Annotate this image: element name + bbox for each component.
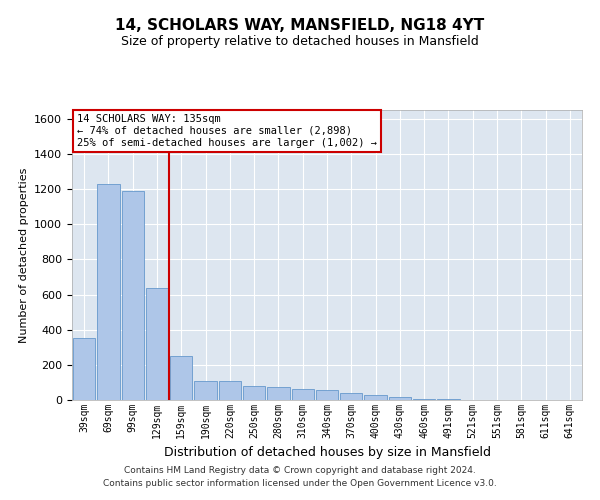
- X-axis label: Distribution of detached houses by size in Mansfield: Distribution of detached houses by size …: [163, 446, 491, 460]
- Text: Contains HM Land Registry data © Crown copyright and database right 2024.
Contai: Contains HM Land Registry data © Crown c…: [103, 466, 497, 487]
- Bar: [97, 184, 119, 400]
- Bar: [243, 386, 265, 400]
- Bar: [316, 390, 338, 400]
- Text: 14, SCHOLARS WAY, MANSFIELD, NG18 4YT: 14, SCHOLARS WAY, MANSFIELD, NG18 4YT: [115, 18, 485, 32]
- Bar: [218, 380, 241, 400]
- Bar: [364, 394, 387, 400]
- Bar: [267, 387, 290, 400]
- Bar: [170, 356, 193, 400]
- Bar: [146, 288, 168, 400]
- Text: Size of property relative to detached houses in Mansfield: Size of property relative to detached ho…: [121, 35, 479, 48]
- Bar: [340, 393, 362, 400]
- Bar: [389, 398, 411, 400]
- Bar: [73, 338, 95, 400]
- Bar: [194, 380, 217, 400]
- Text: 14 SCHOLARS WAY: 135sqm
← 74% of detached houses are smaller (2,898)
25% of semi: 14 SCHOLARS WAY: 135sqm ← 74% of detache…: [77, 114, 377, 148]
- Bar: [122, 191, 144, 400]
- Bar: [292, 390, 314, 400]
- Bar: [413, 399, 436, 400]
- Y-axis label: Number of detached properties: Number of detached properties: [19, 168, 29, 342]
